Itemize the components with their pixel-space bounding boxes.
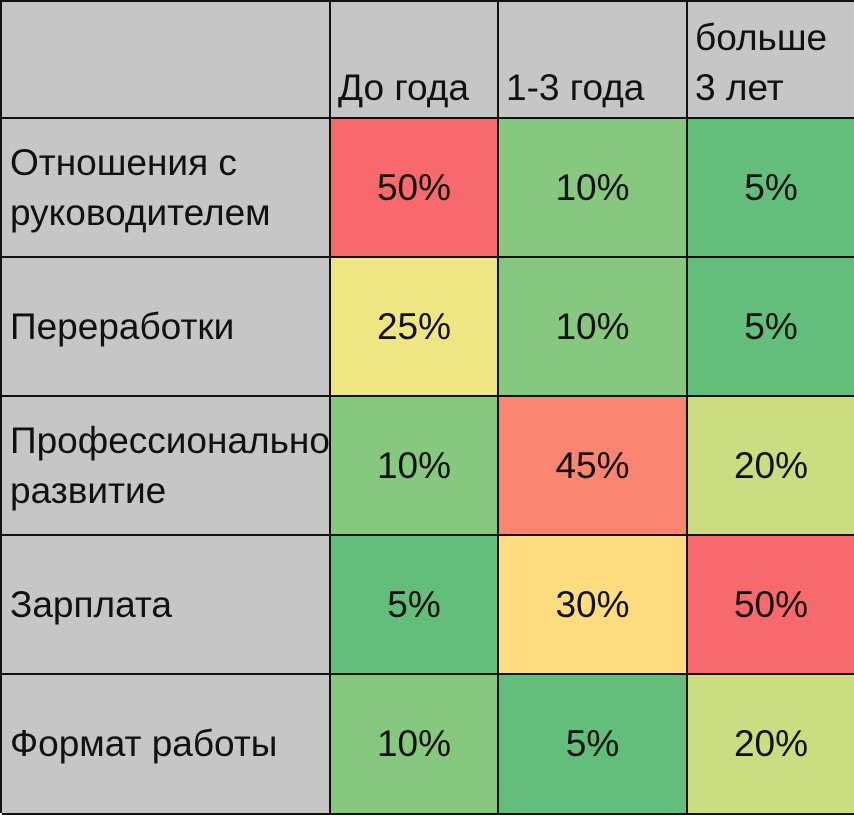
row-header: Профессиональное развитие (2, 397, 331, 536)
column-header: 1-3 года (499, 2, 688, 119)
heatmap-cell: 30% (499, 536, 688, 675)
heatmap-cell: 50% (331, 119, 499, 258)
row-header: Формат работы (2, 675, 331, 815)
heatmap-cell: 5% (331, 536, 499, 675)
heatmap-cell: 10% (331, 675, 499, 815)
column-header: больше 3 лет (688, 2, 854, 119)
row-header: Отношения с руководителем (2, 119, 331, 258)
heatmap-cell: 10% (499, 258, 688, 397)
heatmap-cell: 5% (688, 258, 854, 397)
heatmap-cell: 45% (499, 397, 688, 536)
heatmap-cell: 50% (688, 536, 854, 675)
heatmap-cell: 10% (331, 397, 499, 536)
heatmap-cell: 25% (331, 258, 499, 397)
heatmap-cell: 5% (499, 675, 688, 815)
corner-cell (2, 2, 331, 119)
heatmap-cell: 5% (688, 119, 854, 258)
row-header: Переработки (2, 258, 331, 397)
row-header: Зарплата (2, 536, 331, 675)
heatmap-cell: 20% (688, 397, 854, 536)
heatmap-cell: 10% (499, 119, 688, 258)
heatmap-cell: 20% (688, 675, 854, 815)
column-header: До года (331, 2, 499, 119)
